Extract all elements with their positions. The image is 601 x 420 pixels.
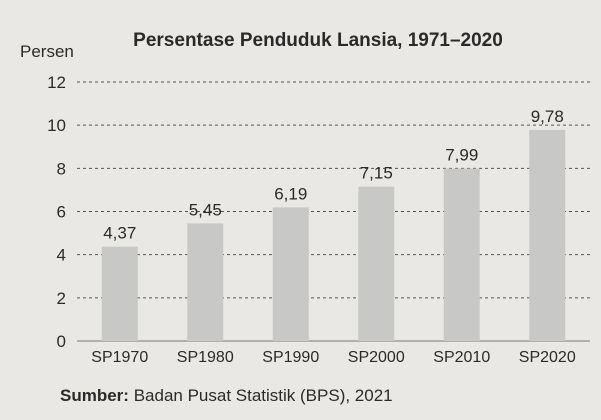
data-label: 7,99 <box>445 146 478 165</box>
data-label: 9,78 <box>531 107 564 126</box>
y-axis-label: Persen <box>20 42 74 61</box>
y-tick-label: 2 <box>57 289 66 308</box>
source-text: Badan Pusat Statistik (BPS), 2021 <box>133 386 393 405</box>
x-tick-label: SP1980 <box>177 349 234 366</box>
chart-title: Persentase Penduduk Lansia, 1971–2020 <box>133 30 503 51</box>
y-tick-label: 0 <box>57 332 66 351</box>
bar-sp2010 <box>443 168 480 341</box>
x-tick-label: SP2020 <box>519 349 576 366</box>
data-label: 4,37 <box>103 224 136 243</box>
bar-sp1990 <box>272 207 309 341</box>
bar-sp1980 <box>187 223 224 341</box>
x-tick-label: SP1970 <box>91 349 148 366</box>
source-label: Sumber: <box>60 386 129 405</box>
data-label: 6,19 <box>274 184 307 203</box>
y-tick-label: 4 <box>57 246 66 265</box>
y-tick-label: 6 <box>57 203 66 222</box>
bar-chart: Persentase Penduduk Lansia, 1971–2020 Pe… <box>20 30 590 366</box>
y-tick-label: 10 <box>47 116 66 135</box>
bar-sp2000 <box>358 186 395 341</box>
y-tick-label: 8 <box>57 159 66 178</box>
source-note: Sumber: Badan Pusat Statistik (BPS), 202… <box>60 386 393 406</box>
bar-sp2020 <box>529 129 566 341</box>
bar-sp1970 <box>101 246 138 341</box>
x-tick-label: SP1990 <box>262 349 319 366</box>
x-tick-label: SP2000 <box>348 349 405 366</box>
data-label: 5,45 <box>189 200 222 219</box>
x-tick-label: SP2010 <box>433 349 490 366</box>
data-label: 7,15 <box>360 164 393 183</box>
y-tick-label: 12 <box>47 73 66 92</box>
